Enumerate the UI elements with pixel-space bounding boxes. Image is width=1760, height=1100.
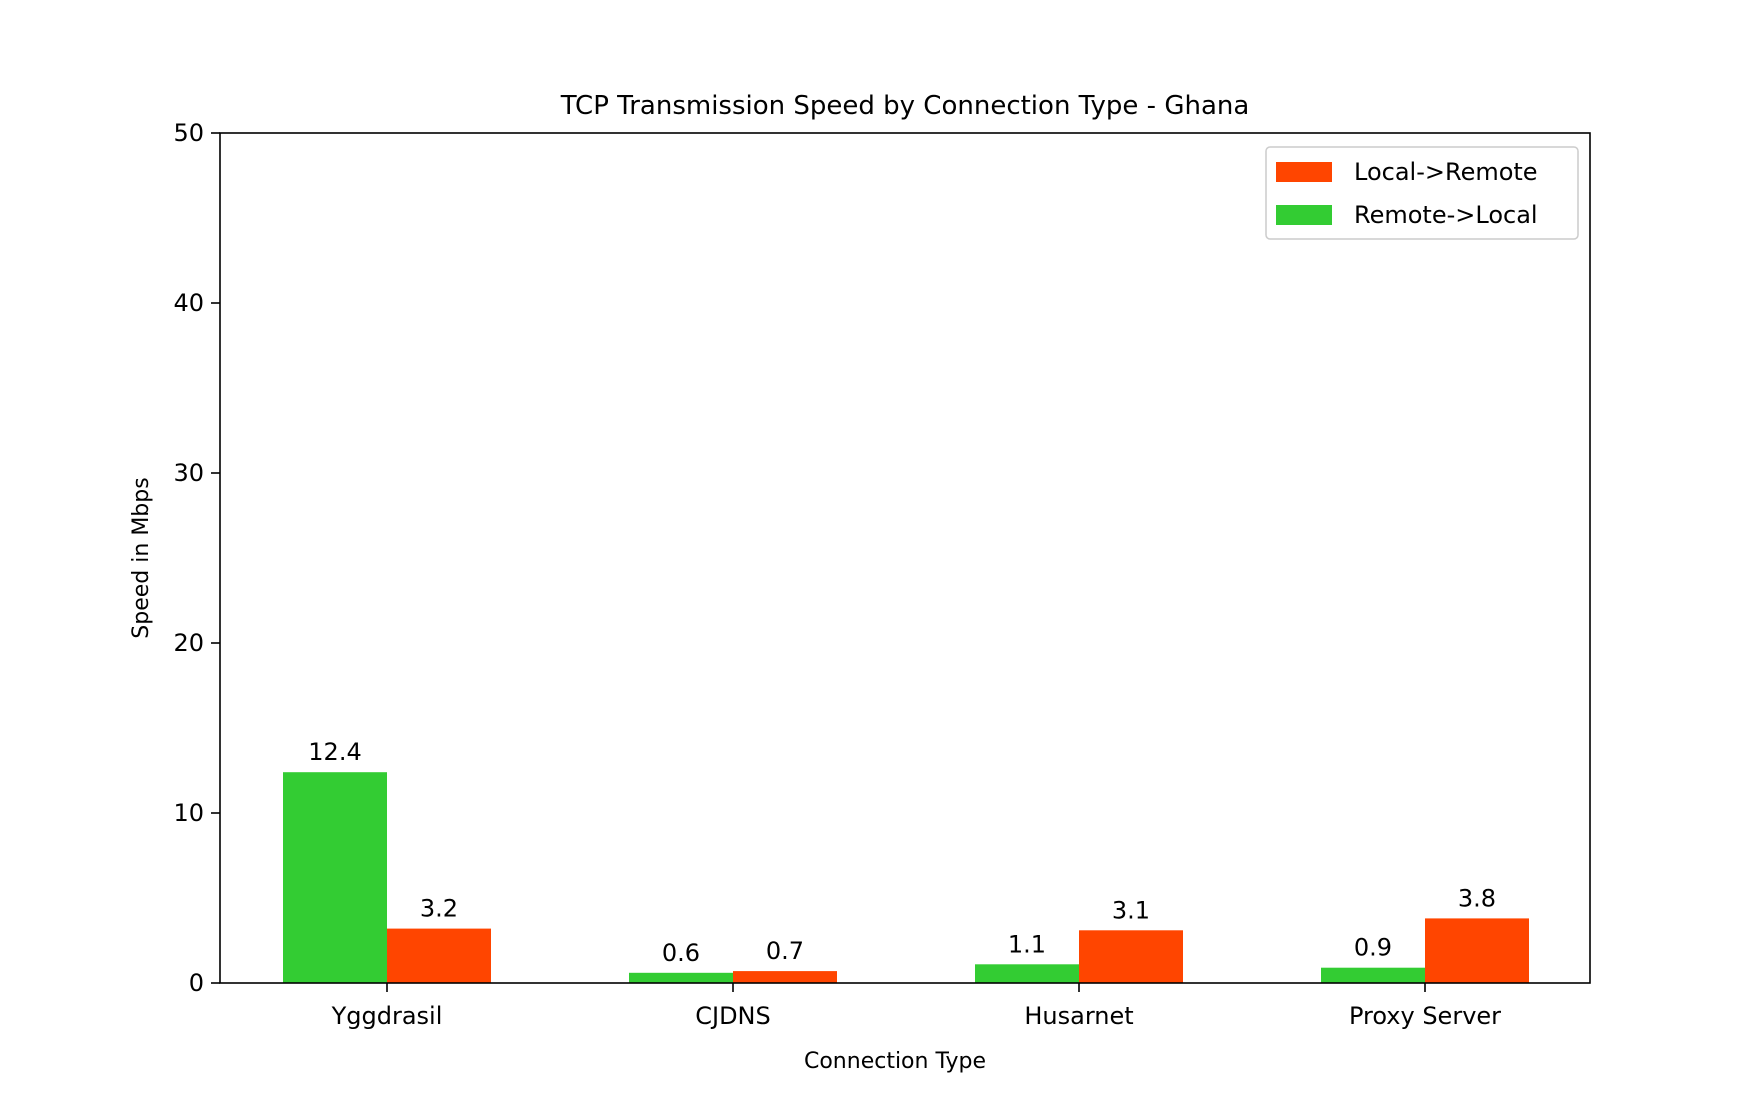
legend-label: Local->Remote <box>1354 158 1538 186</box>
y-tick-label: 40 <box>173 289 204 317</box>
bar-value-label: 0.7 <box>766 937 804 965</box>
bar-proxy-server-series-1 <box>1425 918 1529 983</box>
chart-title: TCP Transmission Speed by Connection Typ… <box>560 91 1250 121</box>
legend-box <box>1265 146 1579 240</box>
bar-value-label: 1.1 <box>1008 930 1046 958</box>
y-tick-label: 10 <box>173 799 204 827</box>
y-axis-label: Speed in Mbps <box>129 477 154 638</box>
legend-swatch <box>1276 162 1332 182</box>
y-tick-label: 0 <box>189 969 204 997</box>
bar-husarnet-series-1 <box>1079 930 1183 983</box>
plot-frame <box>219 132 1591 984</box>
x-tick-label: Yggdrasil <box>331 1002 443 1030</box>
bar-cjdns-series-1 <box>733 971 837 983</box>
bars-layer <box>283 772 1529 983</box>
legend-label: Remote->Local <box>1354 201 1538 229</box>
legend: Local->Remote Remote->Local <box>1265 146 1579 240</box>
bar-proxy-server-series-0 <box>1321 967 1425 983</box>
x-tick-label: Husarnet <box>1024 1002 1133 1030</box>
y-tick-label: 20 <box>173 629 204 657</box>
x-axis-label: Connection Type <box>804 1049 986 1074</box>
bar-husarnet-series-0 <box>975 964 1079 983</box>
y-axis: 0 10 20 30 40 50 <box>173 119 220 997</box>
bar-yggdrasil-series-1 <box>387 928 491 983</box>
y-tick-label: 30 <box>173 459 204 487</box>
y-tick-label: 50 <box>173 119 204 147</box>
legend-swatch <box>1276 205 1332 225</box>
bar-value-label: 0.6 <box>662 939 700 967</box>
x-tick-label: CJDNS <box>695 1002 771 1030</box>
bar-value-label: 0.9 <box>1354 934 1392 962</box>
x-tick-label: Proxy Server <box>1349 1002 1501 1030</box>
bar-yggdrasil-series-0 <box>283 772 387 983</box>
bar-cjdns-series-0 <box>629 972 733 983</box>
bar-value-label: 3.8 <box>1458 884 1496 912</box>
bar-value-label: 12.4 <box>308 738 361 766</box>
bar-value-label: 3.1 <box>1112 896 1150 924</box>
bar-value-label: 3.2 <box>420 895 458 923</box>
bar-value-labels: 12.4 3.2 0.6 0.7 1.1 3.1 0.9 3.8 <box>308 738 1496 967</box>
x-axis: Yggdrasil CJDNS Husarnet Proxy Server <box>331 983 1501 1030</box>
